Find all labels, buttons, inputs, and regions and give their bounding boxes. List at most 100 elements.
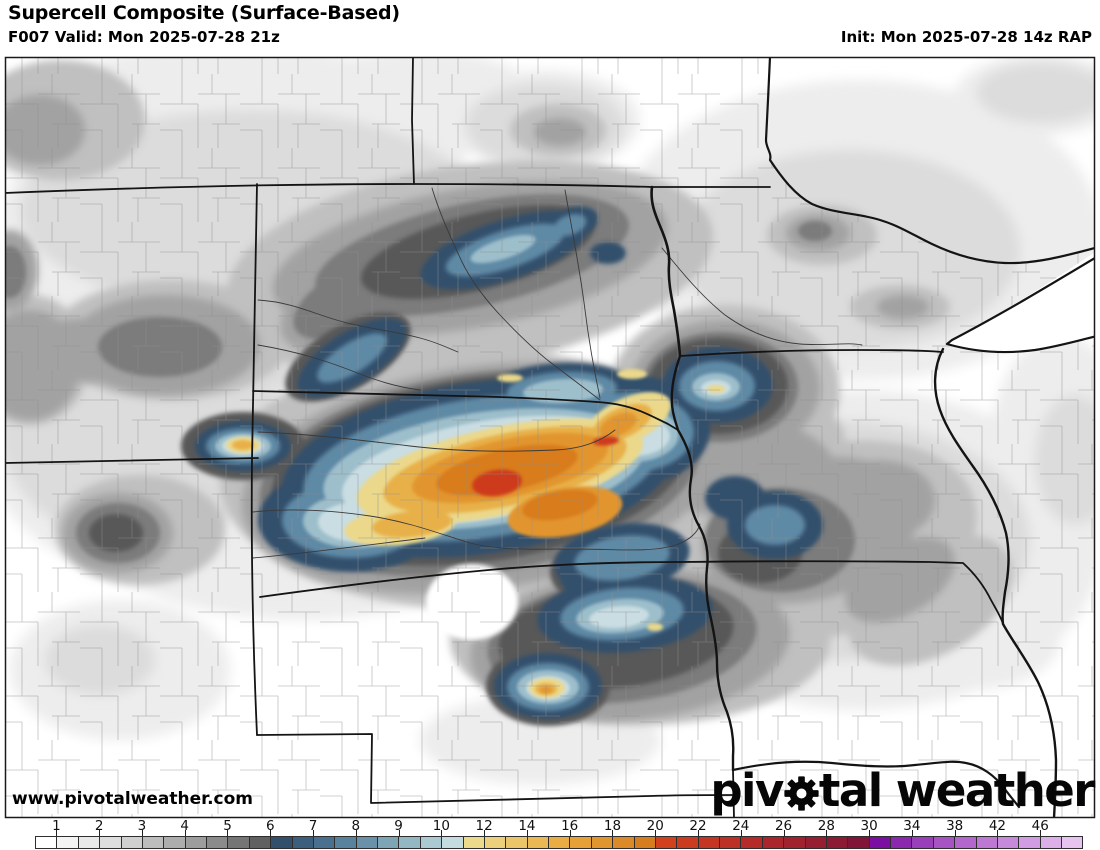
colorbar-tick [355, 830, 357, 836]
colorbar-cell [164, 837, 186, 848]
colorbar-label: 46 [1031, 818, 1049, 834]
colorbar-label: 12 [475, 818, 493, 834]
colorbar-label: 30 [860, 818, 878, 834]
colorbar-cell [378, 837, 400, 848]
colorbar-cell [78, 837, 101, 848]
colorbar-tick [826, 830, 828, 836]
colorbar-tick [740, 830, 742, 836]
colorbar-cell [271, 837, 293, 848]
colorbar-label: 22 [689, 818, 707, 834]
logo-text-part2: tal weather [818, 764, 1096, 817]
colorbar [35, 836, 1083, 849]
colorbar-cell [591, 837, 614, 848]
colorbar-tick [184, 830, 186, 836]
colorbar-cell [976, 837, 998, 848]
colorbar-label: 6 [265, 818, 275, 834]
colorbar-cell [826, 837, 849, 848]
colorbar-cell [121, 837, 143, 848]
colorbar-cell [848, 837, 870, 848]
colorbar-cell [912, 837, 934, 848]
colorbar-cell [1019, 837, 1041, 848]
colorbar-tick [569, 830, 571, 836]
colorbar-cell [185, 837, 207, 848]
colorbar-label: 26 [774, 818, 793, 834]
colorbar-cell [100, 837, 122, 848]
colorbar-label: 28 [817, 818, 835, 834]
colorbar-cell [634, 837, 656, 848]
colorbar-cell [57, 837, 79, 848]
init-time-label: Init: Mon 2025-07-28 14z RAP [840, 28, 1092, 46]
colorbar-label: 3 [137, 818, 147, 834]
colorbar-label: 2 [94, 818, 104, 834]
colorbar-cell [292, 837, 314, 848]
colorbar-cell [313, 837, 336, 848]
colorbar-cell [933, 837, 956, 848]
colorbar-label: 34 [903, 818, 921, 834]
colorbar-cell [741, 837, 763, 848]
colorbar-cell [249, 837, 272, 848]
colorbar-cell [36, 837, 58, 848]
watermark: www.pivotalweather.com [12, 789, 254, 809]
colorbar-cell [420, 837, 443, 848]
colorbar-tick [1040, 830, 1042, 836]
colorbar-cell [335, 837, 357, 848]
colorbar-tick [869, 830, 871, 836]
colorbar-cell [484, 837, 507, 848]
colorbar-cell [356, 837, 378, 848]
colorbar-tick [56, 830, 58, 836]
colorbar-cell [720, 837, 742, 848]
colorbar-label: 14 [518, 818, 536, 834]
colorbar-tick [441, 830, 443, 836]
colorbar-tick [783, 830, 785, 836]
colorbar-cell [570, 837, 592, 848]
page-title: Supercell Composite (Surface-Based) [8, 2, 400, 24]
colorbar-cell [613, 837, 635, 848]
colorbar-tick [911, 830, 913, 836]
colorbar-tick [484, 830, 486, 836]
colorbar-cell [784, 837, 806, 848]
colorbar-tick [227, 830, 229, 836]
colorbar-label: 18 [603, 818, 622, 834]
colorbar-cell [655, 837, 678, 848]
colorbar-label: 1 [52, 818, 61, 834]
colorbar-cell [698, 837, 720, 848]
colorbar-cell [891, 837, 913, 848]
colorbar-cell [442, 837, 464, 848]
colorbar-tick [997, 830, 999, 836]
colorbar-label: 5 [223, 818, 232, 834]
colorbar-cell [549, 837, 571, 848]
colorbar-cell [955, 837, 977, 848]
colorbar-label: 38 [946, 818, 964, 834]
colorbar-tick [270, 830, 272, 836]
colorbar-label: 24 [732, 818, 750, 834]
colorbar-tick [313, 830, 315, 836]
colorbar-cell [527, 837, 549, 848]
colorbar-cell [1040, 837, 1062, 848]
colorbar-cell [399, 837, 421, 848]
colorbar-cell [463, 837, 485, 848]
colorbar-label: 20 [646, 818, 664, 834]
colorbar-cell [207, 837, 229, 848]
colorbar-label: 42 [988, 818, 1007, 834]
colorbar-tick [398, 830, 400, 836]
colorbar-cell [1062, 837, 1083, 848]
colorbar-cell [805, 837, 827, 848]
logo-text-part1: piv [710, 764, 784, 817]
state-borders [5, 57, 1095, 818]
colorbar-label: 10 [432, 818, 450, 834]
colorbar-cell [869, 837, 891, 848]
colorbar-tick [655, 830, 657, 836]
colorbar-label: 7 [308, 818, 318, 834]
colorbar-cell [228, 837, 250, 848]
valid-time-label: F007 Valid: Mon 2025-07-28 21z [8, 28, 280, 46]
colorbar-tick [526, 830, 528, 836]
colorbar-cell [762, 837, 785, 848]
pivotal-weather-logo: piv tal weather [710, 764, 1096, 817]
colorbar-cell [142, 837, 165, 848]
gear-icon [784, 776, 819, 811]
colorbar-cell [677, 837, 699, 848]
colorbar-tick [141, 830, 143, 836]
colorbar-label: 16 [561, 818, 579, 834]
